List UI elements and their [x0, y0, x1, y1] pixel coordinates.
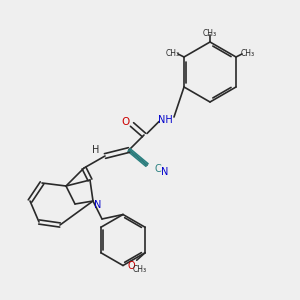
Text: O: O [122, 116, 130, 127]
Text: O: O [128, 261, 135, 271]
Text: CH₃: CH₃ [240, 49, 254, 58]
Text: CH₃: CH₃ [133, 265, 147, 274]
Text: NH: NH [158, 115, 172, 125]
Text: N: N [161, 167, 168, 177]
Text: CH₃: CH₃ [203, 28, 217, 38]
Text: CH₃: CH₃ [166, 49, 180, 58]
Text: C: C [154, 164, 161, 175]
Text: N: N [94, 200, 101, 211]
Text: H: H [92, 145, 100, 155]
